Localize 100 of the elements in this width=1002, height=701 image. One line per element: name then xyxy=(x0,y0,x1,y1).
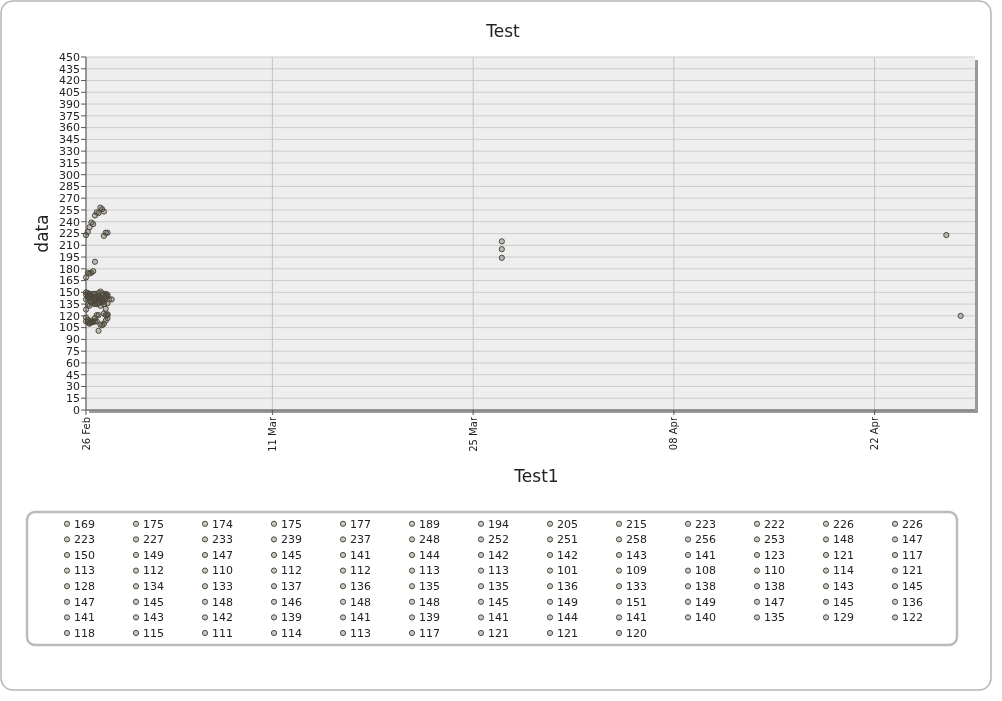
legend-label: 136 xyxy=(557,580,578,594)
legend-label: 145 xyxy=(281,548,302,562)
y-tick-label: 210 xyxy=(59,239,80,253)
legend-label: 194 xyxy=(488,517,509,531)
legend-label: 148 xyxy=(350,595,371,609)
legend-label: 117 xyxy=(419,626,440,640)
legend-label: 118 xyxy=(74,626,95,640)
legend-label: 117 xyxy=(902,548,923,562)
legend-label: 121 xyxy=(833,548,854,562)
legend-label: 109 xyxy=(626,564,647,578)
legend-label: 147 xyxy=(212,548,233,562)
y-tick-label: 90 xyxy=(66,333,80,347)
y-tick-label: 240 xyxy=(59,215,80,229)
y-tick-label: 420 xyxy=(59,74,80,88)
legend-label: 143 xyxy=(833,580,854,594)
legend-label: 112 xyxy=(281,564,302,578)
legend-label: 134 xyxy=(143,580,164,594)
legend-label: 146 xyxy=(281,595,302,609)
legend-label: 145 xyxy=(902,580,923,594)
legend-label: 108 xyxy=(695,564,716,578)
legend-label: 120 xyxy=(626,626,647,640)
y-tick-label: 375 xyxy=(59,109,80,123)
legend-label: 121 xyxy=(902,564,923,578)
legend-label: 129 xyxy=(833,611,854,625)
y-tick-label: 15 xyxy=(66,392,80,406)
legend-label: 113 xyxy=(488,564,509,578)
legend-label: 141 xyxy=(350,611,371,625)
legend-label: 135 xyxy=(419,580,440,594)
legend-label: 215 xyxy=(626,517,647,531)
legend-label: 110 xyxy=(212,564,233,578)
y-tick-label: 315 xyxy=(59,156,80,170)
y-tick-label: 45 xyxy=(66,368,80,382)
y-tick-label: 120 xyxy=(59,309,80,323)
y-tick-label: 390 xyxy=(59,97,80,111)
y-tick-label: 450 xyxy=(59,50,80,64)
y-tick-label: 105 xyxy=(59,321,80,335)
y-tick-label: 150 xyxy=(59,286,80,300)
legend-label: 138 xyxy=(764,580,785,594)
legend-label: 101 xyxy=(557,564,578,578)
y-tick-label: 30 xyxy=(66,380,80,394)
legend-label: 256 xyxy=(695,533,716,547)
legend-label: 145 xyxy=(488,595,509,609)
legend-label: 136 xyxy=(902,595,923,609)
legend-label: 141 xyxy=(695,548,716,562)
legend-label: 143 xyxy=(626,548,647,562)
legend-label: 139 xyxy=(419,611,440,625)
legend-label: 121 xyxy=(557,626,578,640)
legend-label: 110 xyxy=(764,564,785,578)
legend-label: 147 xyxy=(902,533,923,547)
y-tick-label: 435 xyxy=(59,62,80,76)
x-tick-label: 25 Mar xyxy=(467,416,479,452)
y-tick-label: 135 xyxy=(59,297,80,311)
legend-label: 141 xyxy=(626,611,647,625)
legend-label: 128 xyxy=(74,580,95,594)
y-tick-label: 75 xyxy=(66,345,80,359)
legend-label: 135 xyxy=(488,580,509,594)
legend-label: 148 xyxy=(833,533,854,547)
legend-label: 222 xyxy=(764,517,785,531)
legend-label: 148 xyxy=(212,595,233,609)
legend-label: 237 xyxy=(350,533,371,547)
x-tick-label: 08 Apr xyxy=(668,416,680,451)
legend-label: 139 xyxy=(281,611,302,625)
legend-label: 169 xyxy=(74,517,95,531)
legend-label: 140 xyxy=(695,611,716,625)
legend-label: 143 xyxy=(143,611,164,625)
legend-label: 112 xyxy=(350,564,371,578)
legend-label: 133 xyxy=(212,580,233,594)
legend-label: 141 xyxy=(488,611,509,625)
legend-label: 137 xyxy=(281,580,302,594)
y-tick-label: 360 xyxy=(59,121,80,135)
legend-label: 252 xyxy=(488,533,509,547)
legend-label: 133 xyxy=(626,580,647,594)
legend-label: 223 xyxy=(695,517,716,531)
legend-label: 149 xyxy=(143,548,164,562)
x-tick-label: 26 Feb xyxy=(80,417,92,451)
legend-label: 123 xyxy=(764,548,785,562)
legend-label: 136 xyxy=(350,580,371,594)
y-tick-label: 195 xyxy=(59,250,80,264)
legend-label: 142 xyxy=(557,548,578,562)
y-tick-label: 180 xyxy=(59,262,80,276)
legend-label: 135 xyxy=(764,611,785,625)
y-tick-label: 330 xyxy=(59,144,80,158)
legend-label: 226 xyxy=(833,517,854,531)
legend-label: 115 xyxy=(143,626,164,640)
legend-label: 223 xyxy=(74,533,95,547)
legend-label: 233 xyxy=(212,533,233,547)
y-tick-label: 0 xyxy=(73,403,80,417)
legend-label: 258 xyxy=(626,533,647,547)
x-tick-label: 11 Mar xyxy=(266,416,278,452)
legend-label: 141 xyxy=(350,548,371,562)
x-axis-title: Test1 xyxy=(513,466,559,486)
y-axis-title: data xyxy=(32,214,52,253)
legend-label: 205 xyxy=(557,517,578,531)
y-tick-label: 225 xyxy=(59,227,80,241)
legend-label: 149 xyxy=(557,595,578,609)
legend-label: 144 xyxy=(557,611,578,625)
legend-label: 121 xyxy=(488,626,509,640)
legend-label: 239 xyxy=(281,533,302,547)
x-tick-label: 22 Apr xyxy=(869,416,881,451)
legend-label: 111 xyxy=(212,626,233,640)
